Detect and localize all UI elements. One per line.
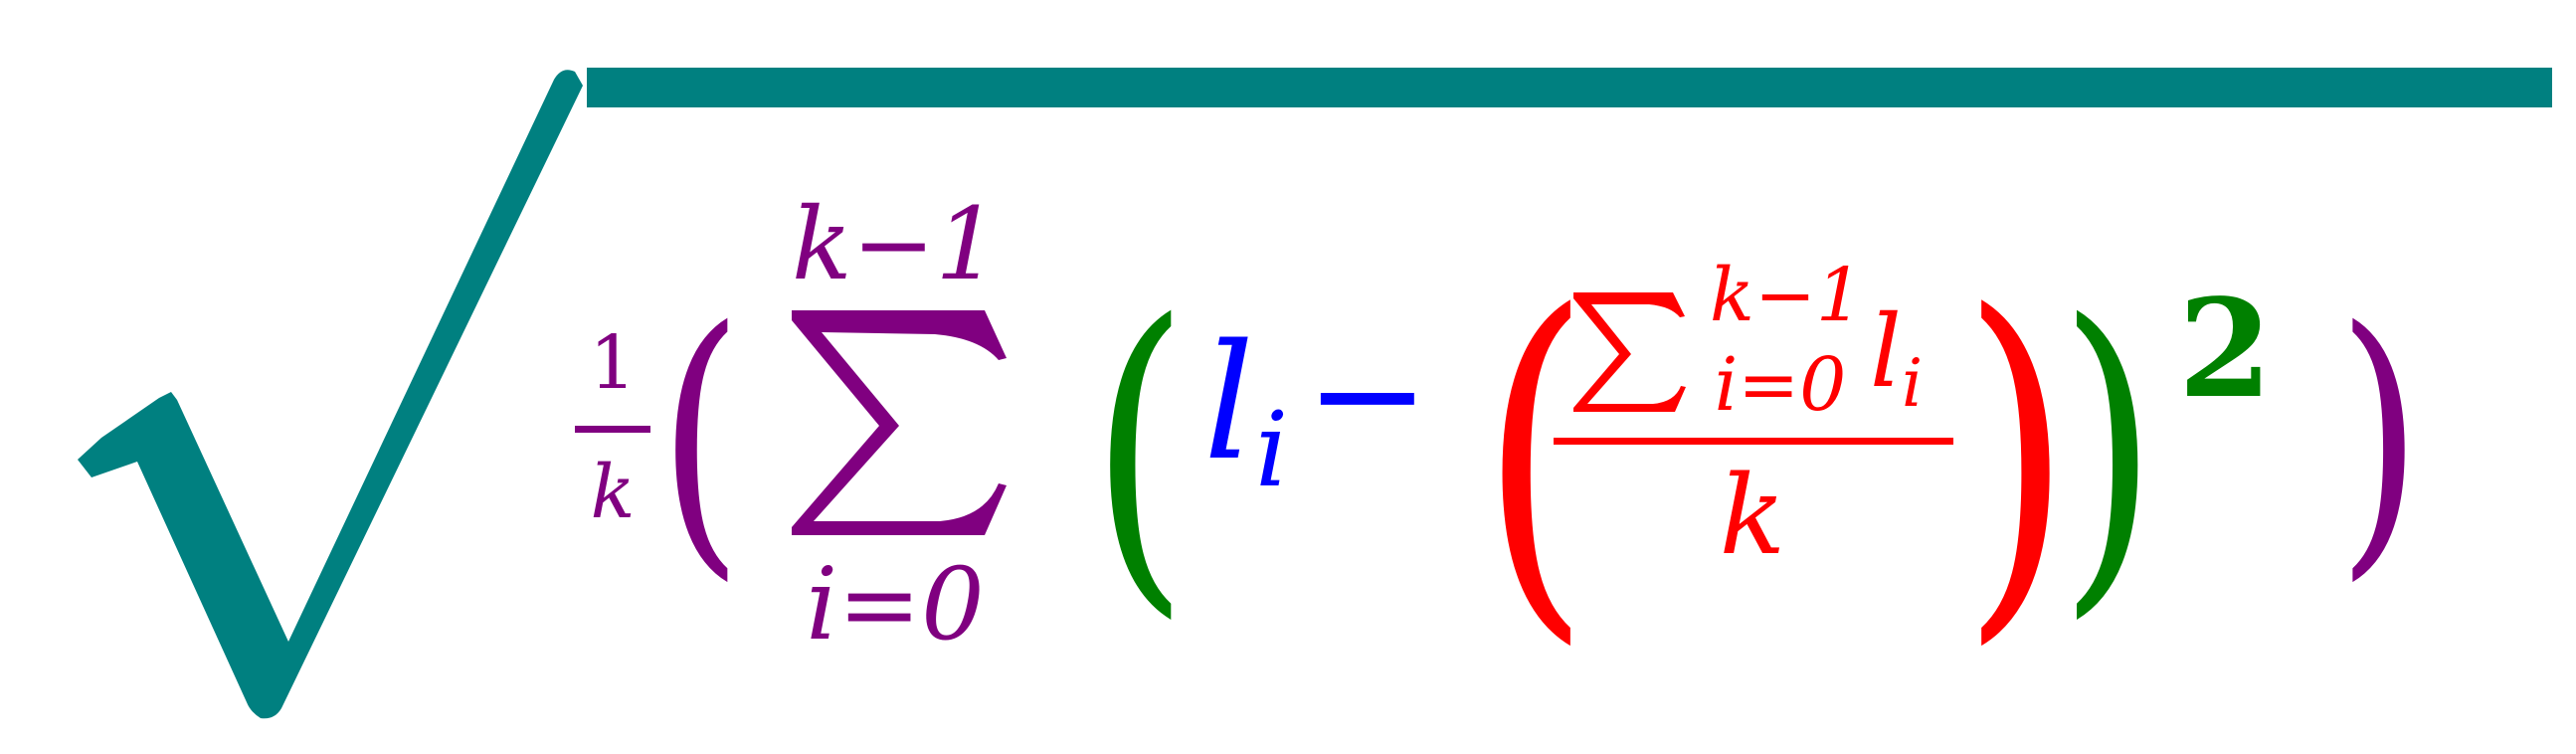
outer-close-paren: ) — [2337, 271, 2422, 606]
mean-open-paren: ( — [1480, 237, 1590, 676]
mean-close-paren: ) — [1961, 237, 2072, 676]
term-subscript: i — [1255, 389, 1288, 510]
mean-sum-lower-limit: i=0 — [1715, 342, 1847, 428]
radical-hook — [78, 70, 583, 719]
inner-close-paren: ) — [2059, 253, 2157, 647]
outer-fraction-bar — [575, 426, 650, 433]
minus-sign: − — [1305, 308, 1430, 481]
mean-fraction-denominator: k — [1720, 452, 1786, 579]
sum-lower-limit: i=0 — [806, 546, 984, 662]
mean-fraction: k−1 i=0 l i k — [1554, 253, 1953, 579]
inner-open-paren: ( — [1090, 253, 1189, 647]
radical-sign — [78, 68, 2552, 719]
exponent: 2 — [2178, 270, 2273, 429]
outer-fraction-denominator: k — [591, 450, 636, 535]
outer-open-paren: ( — [658, 271, 743, 606]
outer-fraction: 1 k — [575, 320, 650, 535]
radical-overline — [587, 68, 2552, 107]
outer-fraction-numerator: 1 — [589, 320, 636, 406]
term-l-i: l i — [1203, 309, 1288, 510]
mean-var-subscript: i — [1902, 345, 1923, 422]
sigma-symbol — [792, 310, 1007, 535]
mean-fraction-bar — [1554, 438, 1953, 445]
sum-upper-limit: k−1 — [792, 186, 999, 302]
main-summation: k−1 i=0 — [792, 186, 1007, 662]
term-base: l — [1203, 309, 1254, 495]
mean-sum-upper-limit: k−1 — [1710, 253, 1863, 338]
mean-sigma-symbol — [1573, 292, 1686, 412]
mean-var-base: l — [1870, 293, 1902, 410]
